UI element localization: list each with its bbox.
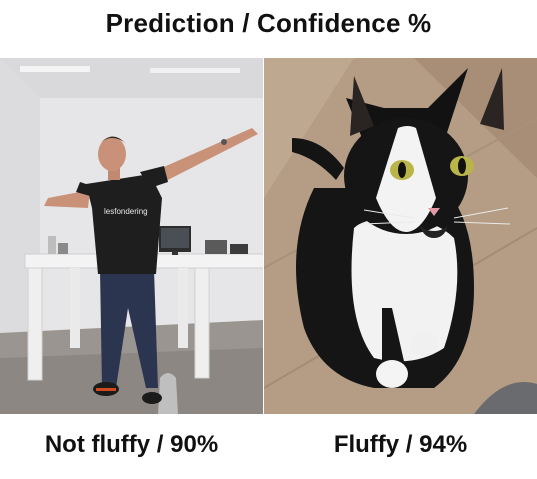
caption-left: Not fluffy / 90% — [44, 431, 219, 458]
page-title: Prediction / Confidence % — [105, 8, 432, 38]
cat-photo — [264, 58, 537, 414]
caption-right: Fluffy / 94% — [333, 431, 468, 458]
person-photo: lesfondering — [0, 58, 263, 414]
person-photo-panel: lesfondering — [0, 58, 263, 414]
cat-photo-panel — [264, 58, 537, 414]
shirt-text: lesfondering — [104, 207, 148, 216]
